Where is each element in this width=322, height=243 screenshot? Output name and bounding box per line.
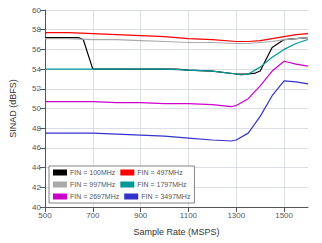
svg-text:1100: 1100	[180, 211, 198, 220]
svg-text:FIN = 100MHz: FIN = 100MHz	[70, 169, 116, 176]
svg-text:1300: 1300	[227, 211, 245, 220]
svg-text:52: 52	[32, 84, 41, 93]
svg-text:40: 40	[32, 202, 41, 212]
svg-text:700: 700	[86, 211, 100, 220]
svg-text:SINAD (dBFS): SINAD (dBFS)	[8, 79, 18, 138]
svg-text:FIN = 2697MHz: FIN = 2697MHz	[70, 193, 120, 200]
svg-text:500: 500	[38, 211, 52, 220]
svg-text:Sample Rate (MSPS): Sample Rate (MSPS)	[133, 227, 219, 237]
svg-text:FIN = 3497MHz: FIN = 3497MHz	[141, 193, 191, 200]
svg-text:54: 54	[32, 65, 41, 74]
svg-text:60: 60	[32, 6, 41, 15]
svg-text:56: 56	[32, 45, 41, 54]
svg-text:FIN = 997MHz: FIN = 997MHz	[70, 181, 116, 188]
svg-text:50: 50	[32, 104, 41, 113]
svg-text:58: 58	[32, 25, 41, 34]
svg-text:46: 46	[32, 143, 41, 152]
svg-text:1500: 1500	[275, 211, 293, 220]
svg-text:900: 900	[134, 211, 148, 220]
svg-text:44: 44	[32, 163, 41, 172]
svg-text:FIN = 1797MHz: FIN = 1797MHz	[137, 181, 187, 188]
svg-text:FIN = 497MHz: FIN = 497MHz	[137, 169, 183, 176]
svg-text:48: 48	[32, 124, 41, 133]
svg-text:42: 42	[32, 183, 41, 192]
